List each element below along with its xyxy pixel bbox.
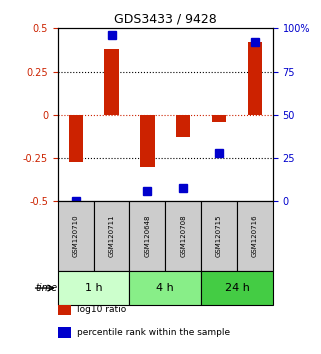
Text: GSM120715: GSM120715: [216, 215, 222, 257]
Title: GDS3433 / 9428: GDS3433 / 9428: [114, 13, 217, 26]
Bar: [58, 327, 71, 338]
Bar: [58, 304, 71, 315]
Text: GSM120708: GSM120708: [180, 215, 186, 257]
Text: GSM120711: GSM120711: [108, 215, 115, 257]
Text: time: time: [36, 283, 58, 293]
Bar: [104, 49, 119, 115]
Bar: [69, 115, 83, 162]
Text: 24 h: 24 h: [225, 283, 249, 293]
FancyBboxPatch shape: [58, 201, 94, 271]
FancyBboxPatch shape: [201, 271, 273, 306]
FancyBboxPatch shape: [237, 201, 273, 271]
Text: percentile rank within the sample: percentile rank within the sample: [77, 328, 230, 337]
FancyBboxPatch shape: [58, 271, 129, 306]
Bar: [248, 42, 262, 115]
Bar: [212, 115, 226, 122]
FancyBboxPatch shape: [129, 271, 201, 306]
Text: GSM120710: GSM120710: [73, 215, 79, 257]
Bar: [176, 115, 190, 137]
FancyBboxPatch shape: [94, 201, 129, 271]
FancyBboxPatch shape: [201, 201, 237, 271]
Bar: [140, 115, 155, 167]
FancyBboxPatch shape: [165, 201, 201, 271]
Text: log10 ratio: log10 ratio: [77, 306, 126, 314]
Text: 1 h: 1 h: [85, 283, 102, 293]
Text: GSM120648: GSM120648: [144, 215, 151, 257]
Text: GSM120716: GSM120716: [252, 215, 258, 257]
FancyBboxPatch shape: [129, 201, 165, 271]
Text: 4 h: 4 h: [156, 283, 174, 293]
